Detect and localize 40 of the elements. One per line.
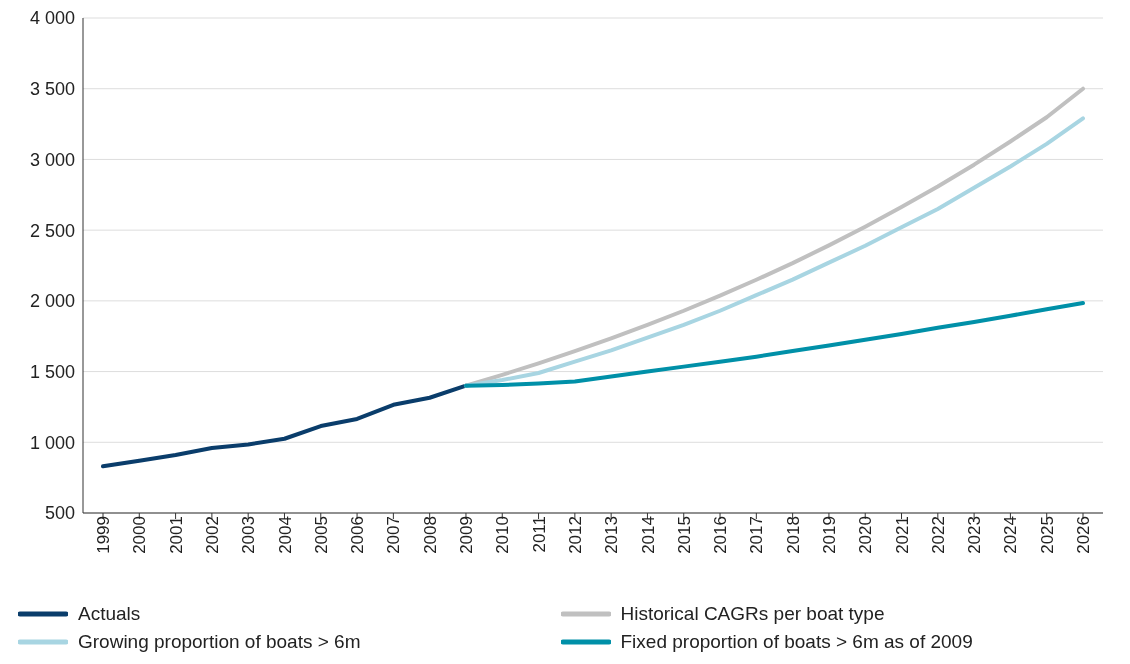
x-tick-label: 2002 xyxy=(202,516,222,554)
legend-label: Fixed proportion of boats > 6m as of 2009 xyxy=(620,631,973,653)
x-tick-label: 2004 xyxy=(275,516,295,554)
legend-label: Growing proportion of boats > 6m xyxy=(78,631,361,653)
x-tick-label: 2024 xyxy=(1001,516,1021,554)
x-tick-label: 2021 xyxy=(892,516,912,554)
x-tick-label: 2001 xyxy=(166,516,186,554)
x-tick-label: 2020 xyxy=(856,516,876,554)
x-tick-label: 2008 xyxy=(420,516,440,554)
x-tick-label: 2022 xyxy=(928,516,948,554)
y-tick-label: 500 xyxy=(44,503,75,524)
x-tick-label: 2012 xyxy=(565,516,585,554)
x-tick-label: 2000 xyxy=(130,516,150,554)
x-tick-label: 2023 xyxy=(965,516,985,554)
x-tick-label: 1999 xyxy=(94,516,114,554)
x-tick-label: 2003 xyxy=(239,516,259,554)
y-tick-label: 4 000 xyxy=(29,8,75,29)
x-tick-label: 2018 xyxy=(783,516,803,554)
legend-label: Actuals xyxy=(78,603,141,625)
x-tick-label: 2006 xyxy=(348,516,368,554)
legend-label: Historical CAGRs per boat type xyxy=(620,603,885,625)
x-tick-label: 2010 xyxy=(493,516,513,554)
x-tick-label: 2026 xyxy=(1074,516,1094,554)
y-tick-label: 2 000 xyxy=(29,291,75,312)
x-tick-label: 2013 xyxy=(602,516,622,554)
x-tick-label: 2016 xyxy=(711,516,731,554)
y-tick-label: 1 500 xyxy=(29,361,75,382)
x-tick-label: 2015 xyxy=(674,516,694,554)
x-tick-label: 2017 xyxy=(747,516,767,554)
x-tick-label: 2014 xyxy=(638,516,658,554)
y-tick-label: 3 500 xyxy=(29,79,75,100)
x-tick-label: 2009 xyxy=(457,516,477,554)
y-tick-label: 2 500 xyxy=(29,220,75,241)
x-tick-label: 2011 xyxy=(529,516,549,553)
y-tick-label: 1 000 xyxy=(29,432,75,453)
x-tick-label: 2019 xyxy=(820,516,839,554)
x-tick-label: 2025 xyxy=(1037,516,1057,554)
x-tick-label: 2007 xyxy=(384,516,404,554)
x-tick-label: 2005 xyxy=(311,516,331,554)
y-tick-label: 3 000 xyxy=(29,149,75,170)
